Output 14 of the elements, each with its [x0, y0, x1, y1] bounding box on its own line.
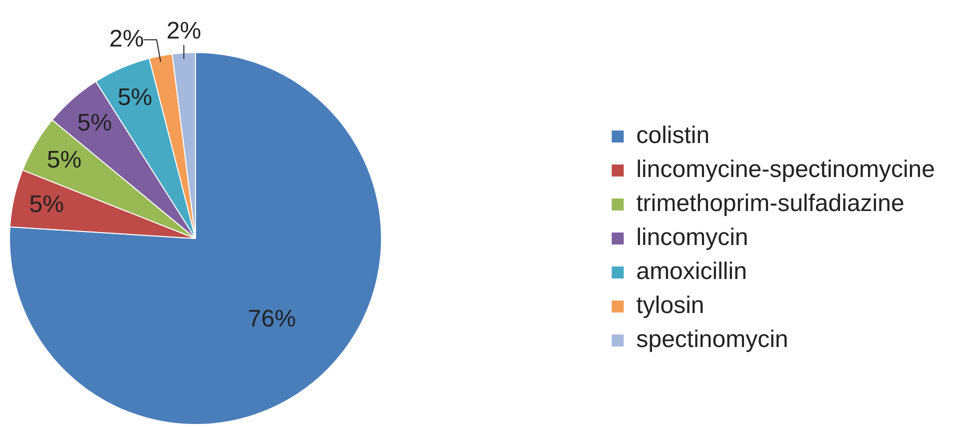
data-label: 5% [29, 190, 64, 218]
legend-label: lincomycin [636, 224, 748, 252]
data-label: 5% [118, 84, 152, 112]
legend-label: trimethoprim-sulfadiazine [636, 190, 904, 218]
data-label: 2% [109, 25, 144, 52]
legend-label: colistin [636, 122, 710, 150]
data-label: 5% [46, 146, 82, 174]
legend-label: amoxicillin [636, 258, 747, 286]
data-label: 76% [248, 305, 296, 332]
legend-label: tylosin [636, 292, 704, 320]
data-label: 2% [166, 17, 202, 44]
data-label: 5% [77, 110, 112, 137]
legend-label: spectinomycin [636, 326, 788, 354]
legend-label: lincomycine-spectinomycine [636, 156, 935, 184]
